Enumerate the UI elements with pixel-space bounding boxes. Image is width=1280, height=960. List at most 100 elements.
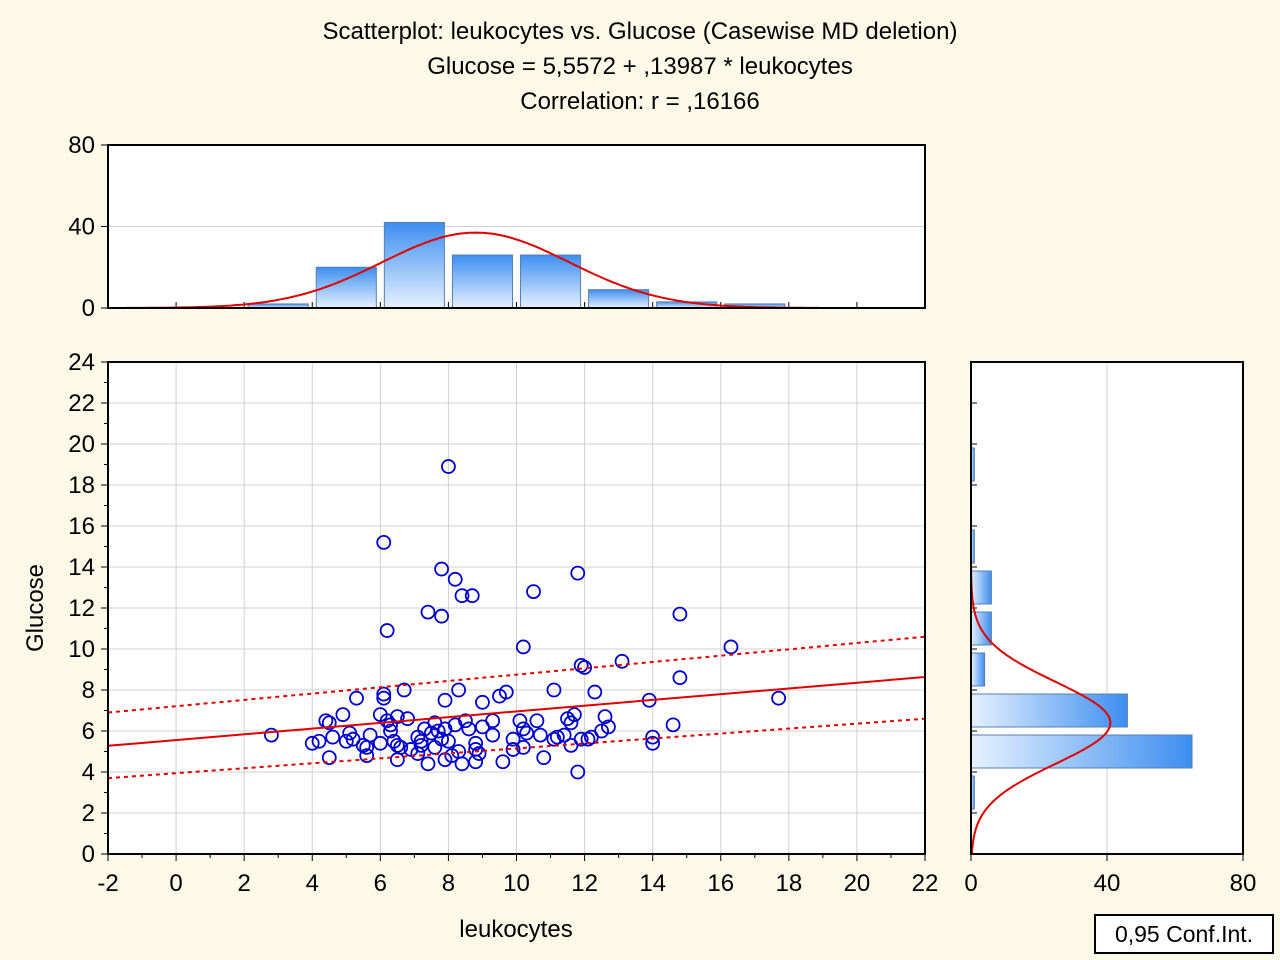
data-point	[563, 715, 579, 731]
x-tick-label: 10	[503, 870, 530, 897]
x-tick-label: 6	[374, 870, 387, 897]
x-tick-label: 12	[571, 870, 598, 897]
plot-content	[108, 459, 925, 780]
data-point	[383, 723, 398, 739]
x-tick-label: 18	[775, 870, 802, 897]
data-point	[420, 756, 436, 772]
histogram-bar	[971, 652, 986, 687]
histogram-bar	[588, 289, 650, 308]
data-point	[325, 729, 341, 745]
data-point	[338, 733, 354, 749]
confidence-band-lower	[108, 717, 925, 780]
data-point	[454, 588, 470, 604]
y-tick-label: 4	[82, 759, 95, 786]
histogram-bar	[451, 254, 513, 308]
x-tick-label: 0	[169, 870, 182, 897]
data-point	[376, 535, 392, 550]
top-histogram: 0 40 80	[68, 132, 926, 322]
y-tick-label: 0	[82, 841, 95, 868]
regression-equation: Glucose = 5,5572 + ,13987 * leukocytes	[427, 53, 853, 80]
histogram-tick-label: 0	[964, 870, 977, 897]
data-point	[464, 588, 480, 604]
data-point	[372, 735, 388, 751]
scatter-panel: -2 0 2 4 6 8 10 12 14 16 18 20 220246810121416182022…	[68, 349, 938, 897]
histogram-bar	[383, 221, 445, 308]
x-tick-label: 4	[306, 870, 319, 897]
data-point	[577, 660, 592, 675]
data-point	[410, 729, 426, 745]
data-point	[549, 729, 565, 745]
data-point	[444, 748, 460, 763]
confidence-band-upper	[108, 635, 925, 714]
data-point	[410, 746, 426, 761]
data-point	[396, 682, 412, 698]
data-point	[461, 721, 477, 737]
histogram-frame	[107, 144, 926, 309]
data-point	[536, 750, 552, 766]
data-point	[475, 719, 490, 735]
data-point	[454, 756, 470, 772]
data-point	[492, 688, 507, 704]
data-point	[321, 715, 337, 731]
data-point	[458, 713, 473, 729]
data-point	[447, 717, 463, 733]
data-point	[475, 694, 490, 710]
x-tick-label: -2	[97, 870, 118, 897]
data-point	[672, 606, 688, 622]
data-point	[430, 723, 446, 739]
data-point	[434, 608, 450, 624]
y-tick-label: 14	[68, 554, 95, 581]
data-point	[529, 713, 545, 729]
x-axis-label: leukocytes	[459, 916, 572, 943]
data-point	[519, 725, 535, 741]
y-tick-label: 20	[68, 431, 95, 458]
data-point	[505, 742, 521, 757]
data-point	[468, 754, 484, 770]
data-point	[441, 459, 456, 474]
data-point	[672, 670, 688, 686]
data-point	[434, 561, 450, 577]
data-point	[393, 740, 409, 755]
data-point	[580, 731, 596, 747]
histogram-content	[125, 221, 820, 308]
histogram-bar	[971, 447, 975, 482]
data-point	[515, 721, 531, 737]
data-point	[471, 746, 487, 761]
data-point	[413, 737, 429, 753]
y-tick-label: 12	[68, 595, 95, 622]
x-tick-label: 8	[442, 870, 455, 897]
data-point	[485, 727, 501, 743]
x-tick-label: 22	[912, 870, 939, 897]
y-axis-label: Glucose	[22, 564, 49, 652]
data-point	[723, 639, 739, 655]
data-point	[383, 717, 398, 733]
data-point	[570, 565, 586, 581]
histogram-content	[971, 364, 1193, 854]
histogram-bar	[971, 529, 975, 564]
data-point	[335, 707, 351, 722]
data-point	[376, 690, 392, 706]
data-point	[597, 709, 613, 725]
data-point	[566, 707, 582, 722]
data-point	[614, 653, 630, 669]
data-point	[359, 740, 375, 755]
confidence-interval-legend: 0,95 Conf.Int.	[1094, 914, 1274, 954]
data-point	[447, 571, 463, 587]
data-point	[515, 639, 531, 655]
y-tick-label: 24	[68, 349, 95, 376]
data-point	[437, 692, 453, 708]
chart-title: Scatterplot: leukocytes vs. Glucose (Cas…	[322, 18, 958, 45]
histogram-tick-label: 40	[68, 214, 95, 241]
data-point	[570, 764, 586, 780]
y-tick-label: 10	[68, 636, 95, 663]
x-tick-label: 16	[707, 870, 734, 897]
data-point	[321, 750, 337, 766]
data-point	[359, 748, 375, 763]
histogram-bar	[971, 693, 1128, 728]
data-point	[451, 682, 467, 698]
data-point	[355, 737, 371, 753]
data-point	[400, 711, 415, 727]
y-tick-label: 8	[82, 677, 95, 704]
normal-curve	[125, 231, 820, 308]
right-histogram: 0 40 80	[964, 361, 1256, 897]
